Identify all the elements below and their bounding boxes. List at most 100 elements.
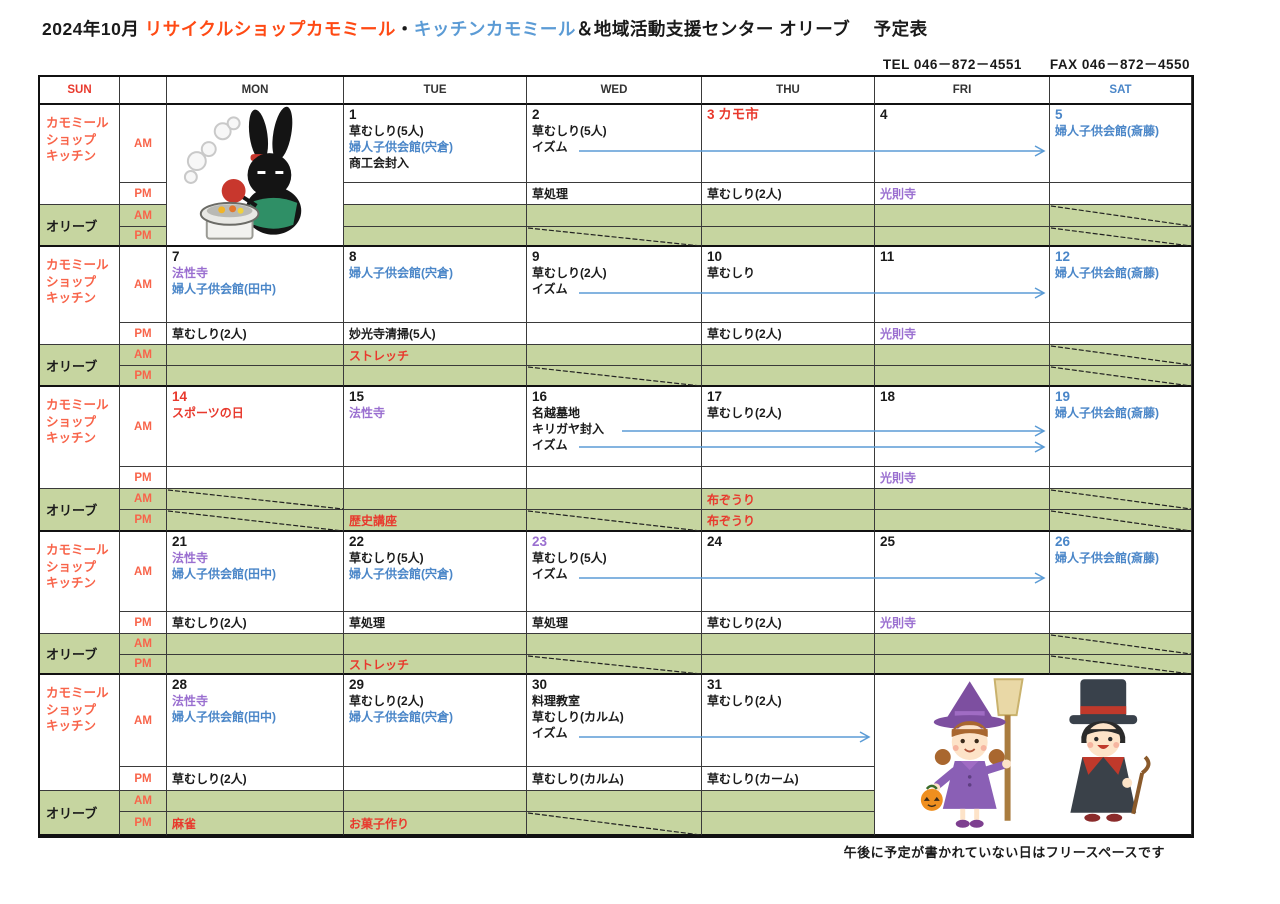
- cell-sat-olive-am: [1050, 205, 1192, 227]
- cell-sat-am: 5 婦人子供会館(斎藤): [1050, 105, 1192, 183]
- cell-tue-pm: 草処理: [344, 612, 527, 634]
- event-text: イズム: [532, 726, 568, 740]
- cell-fri-pm: 光則寺: [875, 323, 1050, 345]
- cell-mon-olive-am: [167, 791, 344, 812]
- event-text: 法性寺: [172, 551, 209, 565]
- row-label-kamomiru: カモミール ショップ キッチン: [40, 105, 120, 205]
- day-header-empty: [120, 77, 167, 105]
- cell-sat-pm: [1050, 467, 1192, 489]
- cell-thu-olive-pm: [702, 655, 875, 675]
- day-header-sat: SAT: [1050, 77, 1192, 105]
- day-number: 19: [1055, 389, 1071, 404]
- title-part: ・: [395, 19, 414, 39]
- cell-wed-olive-pm: [527, 366, 702, 387]
- row-label-olive: オリーブ: [40, 489, 120, 532]
- event-text: 草むしり(2人): [172, 327, 247, 341]
- kamomiru-label-line: キッチン: [46, 431, 97, 445]
- day-number: 3: [707, 107, 715, 122]
- am-label: AM: [120, 791, 167, 812]
- kamomiru-label-line: カモミール: [46, 258, 109, 272]
- day-number: 11: [880, 249, 895, 264]
- event-text: 婦人子供会館(田中): [172, 282, 276, 296]
- event-text: 歴史講座: [349, 513, 398, 528]
- kamomiru-label-line: キッチン: [46, 576, 97, 590]
- kamomiru-label-line: キッチン: [46, 149, 97, 163]
- event-text: 婦人子供会館(宍倉): [349, 266, 453, 280]
- cell-fri-pm: 光則寺: [875, 612, 1050, 634]
- row-label-olive: オリーブ: [40, 634, 120, 675]
- kamomiru-label-line: ショップ: [46, 414, 97, 429]
- footer-note: 午後に予定が書かれていない日はフリースペースです: [843, 845, 1165, 860]
- day-header-sun: SUN: [40, 77, 120, 105]
- title-part: 2024年10月: [42, 19, 145, 39]
- cell-thu-am: 17 草むしり(2人): [702, 387, 875, 467]
- day-number: 28: [172, 677, 188, 692]
- cell-thu-olive-pm: [702, 227, 875, 247]
- event-text: 商工会封入: [349, 156, 410, 170]
- day-header-wed: WED: [527, 77, 702, 105]
- day-header-thu: THU: [702, 77, 875, 105]
- day-number: 22: [349, 534, 365, 549]
- cell-mon-am: 21 法性寺 婦人子供会館(田中): [167, 532, 344, 612]
- event-text: 草むしり(2人): [349, 694, 424, 708]
- pm-label: PM: [120, 655, 167, 675]
- cell-tue-olive-pm: [344, 227, 527, 247]
- day-number: 4: [880, 107, 888, 122]
- cell-sat-olive-pm: [1050, 510, 1192, 532]
- am-label: AM: [120, 489, 167, 510]
- event-text: 草むしり(2人): [707, 406, 782, 420]
- am-label: AM: [120, 634, 167, 655]
- cell-wed-olive-am: [527, 634, 702, 655]
- cell-tue-am: 15 法性寺: [344, 387, 527, 467]
- am-label: AM: [120, 247, 167, 323]
- cell-fri-am: 25: [875, 532, 1050, 612]
- day-number: 5: [1055, 107, 1063, 122]
- day-number: 29: [349, 677, 365, 692]
- event-text: イズム: [532, 567, 568, 581]
- cell-thu-olive-pm: [702, 366, 875, 387]
- day-number: 15: [349, 389, 365, 404]
- cell-sat-pm: [1050, 183, 1192, 205]
- am-label: AM: [120, 105, 167, 183]
- row-label-kamomiru: カモミール ショップ キッチン: [40, 247, 120, 345]
- cell-fri-pm: 光則寺: [875, 183, 1050, 205]
- day-number: 2: [532, 107, 540, 122]
- schedule-calendar-grid: SUN MON TUE WED THU FRI SAT カモミール ショップ キッチン AM PM オリ…: [38, 75, 1194, 838]
- event-text: イズム: [532, 438, 568, 452]
- am-label: AM: [120, 532, 167, 612]
- cell-thu-pm: 草むしり(2人): [702, 323, 875, 345]
- event-text: 布ぞうり: [707, 492, 756, 507]
- cell-mon-pm: 草むしり(2人): [167, 767, 344, 791]
- cell-thu-olive-am: [702, 791, 875, 812]
- pm-label: PM: [120, 767, 167, 791]
- am-label: AM: [120, 387, 167, 467]
- halloween-kids-illustration: [875, 675, 1192, 836]
- day-number: 1: [349, 107, 357, 122]
- cell-sat-pm: [1050, 612, 1192, 634]
- day-number: 25: [880, 534, 896, 549]
- cell-sat-olive-pm: [1050, 366, 1192, 387]
- cell-sat-olive-am: [1050, 489, 1192, 510]
- row-label-kamomiru: カモミール ショップ キッチン: [40, 532, 120, 634]
- event-text: 草むしり(2人): [707, 694, 782, 708]
- kamomiru-label-line: カモミール: [46, 398, 109, 412]
- cell-sat-olive-pm: [1050, 227, 1192, 247]
- cell-tue-am: 8 婦人子供会館(宍倉): [344, 247, 527, 323]
- day-number: 21: [172, 534, 188, 549]
- cell-mon-olive-pm: [167, 510, 344, 532]
- cell-mon-olive-am: [167, 489, 344, 510]
- title-part: リサイクルショップカモミール: [144, 19, 396, 39]
- kamomiru-label-line: カモミール: [46, 543, 109, 557]
- cell-tue-olive-pm: お菓子作り: [344, 812, 527, 836]
- cell-tue-olive-am: [344, 791, 527, 812]
- halloween-kids-icon: [920, 678, 1151, 828]
- cell-tue-olive-pm: [344, 366, 527, 387]
- cell-thu-olive-am: [702, 205, 875, 227]
- cell-tue-am: 22 草むしり(5人) 婦人子供会館(宍倉): [344, 532, 527, 612]
- day-number: 24: [707, 534, 723, 549]
- cell-sat-olive-am: [1050, 634, 1192, 655]
- event-text: 婦人子供会館(宍倉): [349, 567, 453, 581]
- event-text: 草処理: [532, 187, 569, 201]
- event-text: 草むしり(5人): [349, 124, 424, 138]
